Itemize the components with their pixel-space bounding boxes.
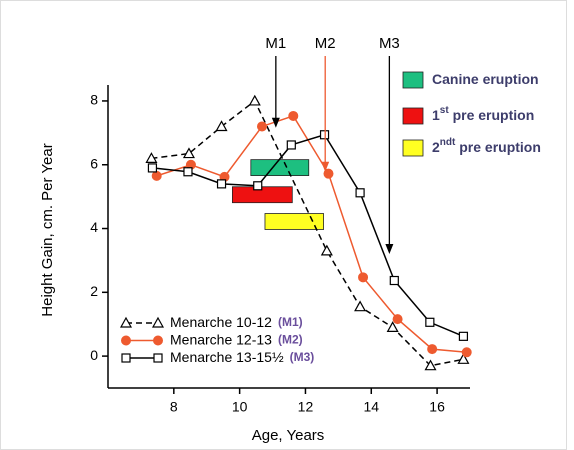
eruption-band bbox=[264, 213, 324, 230]
marker bbox=[354, 300, 367, 312]
marker bbox=[288, 110, 299, 121]
marker bbox=[145, 152, 158, 163]
legend-marker bbox=[119, 316, 133, 328]
x-axis-title: Age, Years bbox=[252, 427, 325, 444]
legend-name: Menarche 12-13 bbox=[170, 331, 272, 347]
marker bbox=[216, 179, 227, 189]
marker bbox=[257, 121, 268, 132]
label-part: ndt bbox=[440, 137, 456, 148]
legend-tag: (M1) bbox=[278, 315, 303, 329]
legend-swatch bbox=[402, 139, 424, 157]
legend-marker bbox=[121, 353, 131, 363]
marker bbox=[215, 120, 228, 132]
marker bbox=[425, 317, 435, 327]
x-tick-label: 8 bbox=[170, 399, 178, 415]
marker bbox=[147, 163, 158, 173]
legend-name: Menarche 10-12 bbox=[170, 314, 272, 330]
marker bbox=[323, 168, 334, 179]
legend-swatch bbox=[402, 107, 424, 125]
label-part: pre eruption bbox=[455, 139, 541, 155]
legend-swatch bbox=[402, 71, 424, 89]
eruption-band bbox=[250, 159, 310, 176]
y-tick-label: 6 bbox=[90, 155, 98, 171]
legend-marker bbox=[153, 335, 163, 346]
legend-name: Menarche 13-15½ bbox=[170, 349, 284, 365]
x-tick-label: 14 bbox=[363, 399, 379, 415]
series-line bbox=[156, 115, 467, 354]
marker bbox=[355, 188, 365, 198]
legend-label: Menarche 10-12 (M1) bbox=[170, 314, 303, 330]
marker bbox=[319, 130, 330, 140]
marker bbox=[461, 347, 472, 358]
y-tick-label: 8 bbox=[90, 92, 98, 108]
marker bbox=[424, 359, 437, 371]
marker bbox=[427, 344, 438, 355]
annotation-label: M2 bbox=[315, 35, 336, 52]
legend-tag: (M3) bbox=[290, 350, 315, 364]
marker bbox=[253, 181, 263, 191]
label-part: 2 bbox=[432, 139, 440, 155]
marker bbox=[389, 275, 399, 286]
marker bbox=[182, 147, 195, 159]
label-part: Canine eruption bbox=[432, 71, 539, 87]
marker bbox=[386, 321, 399, 332]
series-line bbox=[151, 99, 464, 367]
marker bbox=[320, 244, 333, 256]
annotation-label: M1 bbox=[265, 35, 286, 52]
band-legend-label: Canine eruption bbox=[432, 71, 539, 87]
y-axis-title: Height Gain, cm. Per Year bbox=[39, 143, 56, 316]
marker bbox=[457, 353, 470, 364]
legend-label: Menarche 12-13 (M2) bbox=[170, 331, 303, 347]
marker bbox=[286, 140, 296, 150]
y-tick-label: 4 bbox=[90, 219, 98, 235]
arrow-head bbox=[271, 117, 280, 128]
marker bbox=[392, 314, 403, 325]
label-part: st bbox=[440, 105, 450, 116]
x-tick-label: 12 bbox=[298, 399, 314, 415]
arrow-head bbox=[321, 161, 330, 172]
legend-marker bbox=[153, 353, 163, 363]
eruption-band bbox=[231, 186, 293, 204]
marker bbox=[151, 170, 162, 181]
x-tick-label: 10 bbox=[232, 399, 248, 415]
marker bbox=[458, 331, 469, 341]
y-tick-label: 2 bbox=[90, 283, 98, 299]
band-legend-label: 1st pre eruption bbox=[432, 105, 534, 123]
annotation-label: M3 bbox=[379, 35, 400, 52]
x-tick-label: 16 bbox=[429, 399, 445, 415]
legend-marker bbox=[151, 316, 165, 328]
arrow-head bbox=[385, 244, 394, 255]
legend-marker bbox=[121, 335, 131, 346]
series-line bbox=[152, 133, 464, 338]
marker bbox=[358, 272, 369, 283]
legend-label: Menarche 13-15½ (M3) bbox=[170, 349, 314, 365]
band-legend-label: 2ndt pre eruption bbox=[432, 137, 541, 155]
marker bbox=[248, 94, 261, 106]
label-part: 1 bbox=[432, 107, 440, 123]
y-tick-label: 0 bbox=[90, 347, 98, 363]
legend-tag: (M2) bbox=[278, 333, 303, 347]
label-part: pre eruption bbox=[449, 107, 535, 123]
marker bbox=[183, 167, 193, 177]
